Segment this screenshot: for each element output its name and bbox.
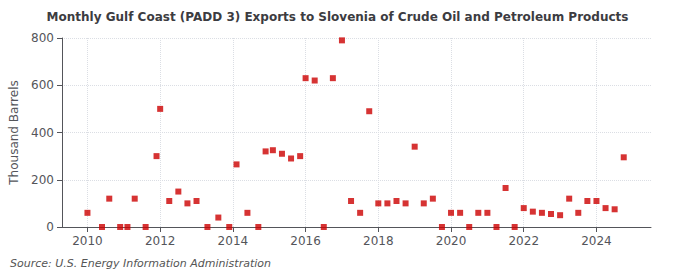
svg-text:Thousand Barrels: Thousand Barrels	[7, 80, 21, 185]
svg-text:2020: 2020	[436, 234, 467, 248]
svg-text:600: 600	[31, 78, 54, 92]
svg-text:800: 800	[31, 31, 54, 45]
svg-text:2022: 2022	[508, 234, 539, 248]
svg-text:0: 0	[46, 220, 54, 234]
svg-text:2018: 2018	[363, 234, 394, 248]
svg-text:Monthly Gulf Coast (PADD 3) Ex: Monthly Gulf Coast (PADD 3) Exports to S…	[47, 10, 629, 24]
svg-text:2012: 2012	[145, 234, 176, 248]
svg-text:200: 200	[31, 173, 54, 187]
svg-text:Source: U.S. Energy Informatio: Source: U.S. Energy Information Administ…	[10, 257, 271, 270]
svg-text:2016: 2016	[290, 234, 321, 248]
svg-text:400: 400	[31, 126, 54, 140]
svg-text:2014: 2014	[218, 234, 249, 248]
svg-text:2010: 2010	[72, 234, 103, 248]
svg-text:2024: 2024	[581, 234, 612, 248]
